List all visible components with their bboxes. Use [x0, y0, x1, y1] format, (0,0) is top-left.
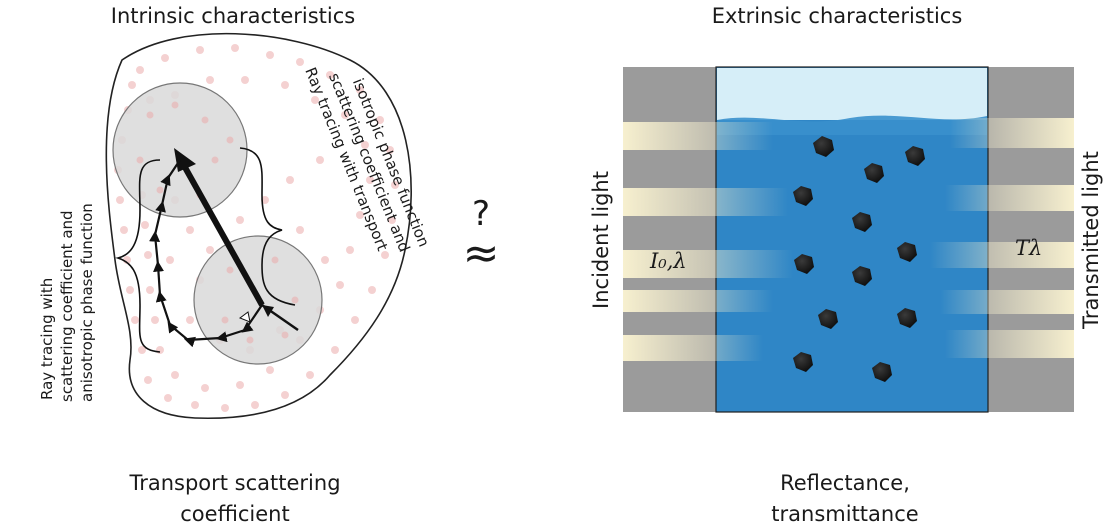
approx-symbol: ≈	[463, 228, 500, 279]
incoming-ray-arrowhead	[262, 305, 274, 317]
reflectance-caption: Reflectance, transmittance	[771, 471, 919, 526]
left-bracket-line-2: scattering coefficient and	[58, 210, 76, 402]
upper-scattering-circle	[112, 82, 248, 218]
left-bracket-line-3: anisotropic phase function	[78, 203, 96, 402]
intrinsic-title: Intrinsic characteristics	[110, 4, 356, 28]
incident-light-beams	[623, 122, 793, 361]
extrinsic-title: Extrinsic characteristics	[711, 4, 963, 28]
right-brace	[239, 147, 296, 306]
question-mark: ?	[472, 194, 490, 234]
incident-intensity-symbol: I₀,λ	[649, 249, 687, 273]
liquid-surface-top	[717, 68, 987, 120]
intrinsic-diagram: Ray tracing with scattering coefficient …	[38, 32, 433, 420]
liquid-surface-wave	[717, 115, 987, 135]
absorbing-particles	[793, 136, 925, 382]
transmitted-light-label: Transmitted light	[1079, 151, 1103, 330]
transmittance-symbol: Tλ	[1015, 236, 1042, 260]
left-brace	[115, 159, 161, 353]
incident-light-label: Incident light	[589, 171, 613, 309]
extrinsic-diagram: I₀,λ Tλ	[623, 66, 1074, 413]
transmitted-light-beams	[930, 118, 1074, 358]
anisotropic-ray-path	[149, 159, 263, 348]
anisotropic-ray-start-marker	[238, 311, 251, 323]
transport-scattering-caption: Transport scattering coefficient	[129, 471, 341, 526]
transport-ray-arrowhead	[174, 148, 196, 172]
left-bracket-line-1: Ray tracing with	[38, 278, 56, 400]
